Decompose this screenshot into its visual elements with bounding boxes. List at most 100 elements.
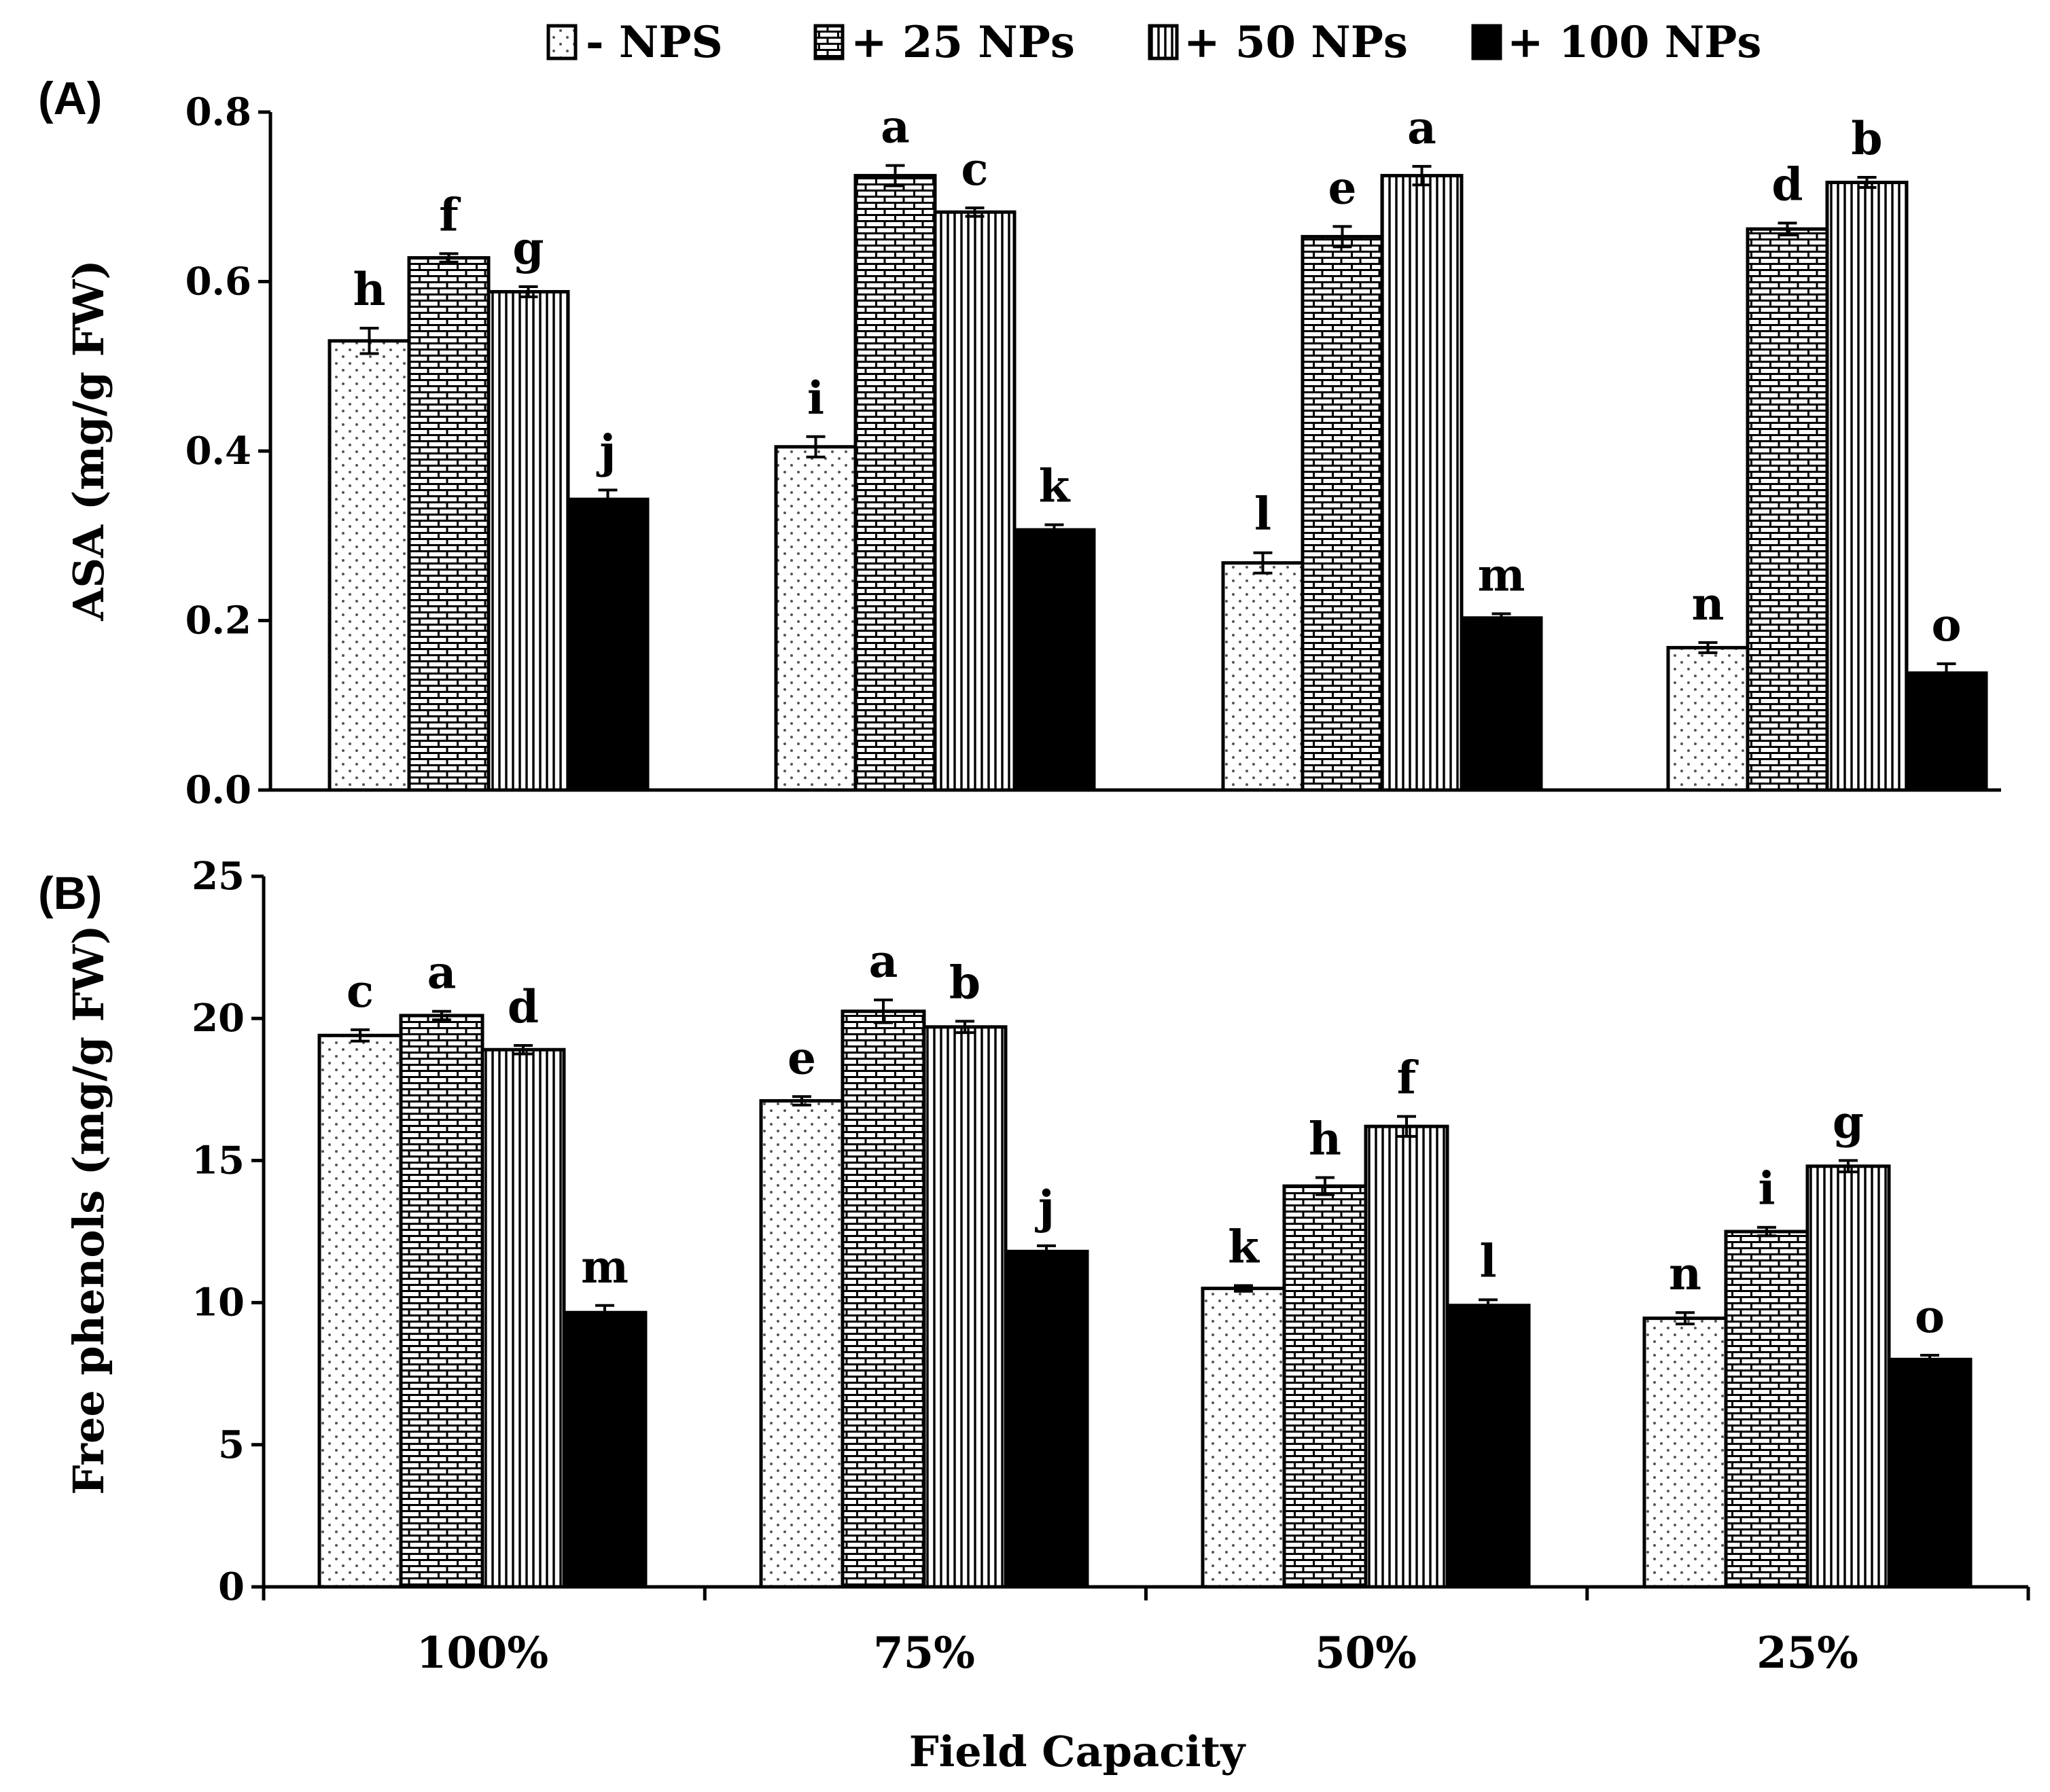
panel-b-y-axis-title: Free phenols (mg/g FW) [64, 925, 113, 1494]
significance-letter: f [1397, 1052, 1419, 1105]
significance-letter: a [881, 101, 910, 154]
bar-50-nps-50pct [1380, 174, 1464, 792]
significance-letter: j [1035, 1181, 1055, 1234]
significance-letter: a [869, 935, 898, 988]
significance-letter: m [581, 1240, 629, 1293]
bar-100-nps-25pct [1887, 1357, 1973, 1589]
bar-100-nps-100pct [562, 1310, 648, 1589]
significance-letter: c [961, 143, 988, 196]
bar-50-nps-25pct [1825, 181, 1909, 792]
bar-25-nps-50pct [1301, 234, 1384, 792]
significance-letter: k [1039, 460, 1071, 513]
significance-letter: c [347, 965, 374, 1018]
y-tick-label: 10 [192, 1280, 245, 1325]
bar-100-nps-75pct [1012, 528, 1096, 792]
panel-a-y-axis-title: ASA (mg/g FW) [64, 259, 113, 621]
y-tick-label: 20 [192, 996, 245, 1041]
significance-letter: h [1309, 1113, 1341, 1166]
significance-letter: g [1833, 1095, 1864, 1148]
bar-25-nps-75pct [841, 1009, 926, 1589]
legend-item-100-nps: + 100 NPs [1471, 17, 1761, 68]
significance-letter: a [1407, 101, 1436, 154]
significance-letter: j [597, 425, 616, 478]
bar-no-nps-100pct [317, 1033, 403, 1589]
bar-no-nps-50pct [1201, 1287, 1286, 1589]
significance-letter: k [1228, 1220, 1260, 1273]
legend-item-no-nps: - NPS [546, 17, 723, 68]
panel-b-label: (B) [38, 867, 102, 919]
legend-item-25-nps: + 25 NPs [813, 17, 1075, 68]
significance-letter: e [788, 1031, 816, 1084]
y-tick-label: 25 [192, 854, 245, 899]
legend-label-50-nps: + 50 NPs [1184, 17, 1408, 68]
bar-50-nps-100pct [487, 289, 570, 792]
significance-letter: o [1931, 598, 1961, 651]
significance-letter: d [1771, 158, 1803, 211]
y-tick-label: 0.2 [185, 598, 251, 643]
bar-no-nps-25pct [1642, 1316, 1728, 1589]
significance-letter: h [353, 263, 386, 316]
x-category-label: 25% [1756, 1628, 1858, 1679]
bar-no-nps-75pct [774, 445, 858, 792]
bar-100-nps-50pct [1445, 1304, 1531, 1589]
significance-letter: g [512, 221, 544, 274]
bar-100-nps-100pct [566, 497, 650, 792]
y-tick-label: 15 [192, 1138, 245, 1183]
bar-100-nps-25pct [1905, 671, 1988, 792]
bar-50-nps-75pct [922, 1025, 1008, 1589]
legend-item-50-nps: + 50 NPs [1148, 17, 1408, 68]
legend: - NPS + 25 NPs + 50 NPs + 100 NPs [546, 17, 1761, 68]
panel-a-label: (A) [38, 73, 102, 124]
legend-label-no-nps: - NPS [586, 17, 723, 68]
significance-letter: b [949, 956, 980, 1009]
legend-swatch-50-nps [1148, 24, 1179, 60]
y-tick-label: 5 [218, 1422, 245, 1467]
significance-letter: d [508, 980, 539, 1033]
significance-letter: l [1479, 1234, 1496, 1287]
x-category-label: 75% [873, 1628, 975, 1679]
y-tick-label: 0.6 [185, 259, 251, 304]
y-tick-label: 0 [218, 1564, 245, 1609]
x-category-label: 100% [417, 1628, 548, 1679]
significance-letter: n [1692, 577, 1725, 630]
y-tick-label: 0.0 [185, 768, 251, 812]
bar-no-nps-100pct [328, 339, 411, 792]
legend-swatch-25-nps [813, 24, 845, 60]
significance-letter: l [1254, 488, 1271, 541]
panel-a: (A) ASA (mg/g FW) 0.00.20.40.60.8hfgjiac… [38, 73, 2001, 812]
bar-25-nps-25pct [1724, 1230, 1809, 1589]
bar-100-nps-75pct [1004, 1249, 1089, 1589]
significance-letter: m [1478, 549, 1525, 602]
y-tick-label: 0.4 [185, 429, 251, 473]
bar-50-nps-100pct [480, 1047, 566, 1589]
significance-letter: i [1758, 1162, 1775, 1215]
legend-label-25-nps: + 25 NPs [851, 17, 1075, 68]
bar-25-nps-100pct [407, 256, 491, 792]
legend-swatch-100-nps [1471, 24, 1502, 60]
bar-no-nps-50pct [1221, 561, 1305, 792]
significance-letter: i [807, 372, 824, 425]
legend-swatch-no-nps [546, 24, 578, 60]
bar-100-nps-50pct [1460, 616, 1543, 792]
bar-25-nps-100pct [399, 1014, 484, 1589]
bar-50-nps-50pct [1364, 1124, 1449, 1589]
significance-letter: a [427, 946, 457, 999]
bar-50-nps-25pct [1805, 1164, 1891, 1589]
x-category-label: 50% [1315, 1628, 1417, 1679]
significance-letter: n [1669, 1247, 1701, 1300]
legend-label-100-nps: + 100 NPs [1507, 17, 1761, 68]
significance-letter: b [1851, 112, 1882, 165]
significance-letter: f [439, 188, 461, 241]
bar-50-nps-75pct [933, 210, 1017, 792]
bar-25-nps-75pct [853, 174, 937, 792]
significance-letter: e [1328, 161, 1357, 214]
x-axis-title: Field Capacity [909, 1727, 1246, 1776]
significance-letter: o [1915, 1290, 1945, 1343]
bar-25-nps-25pct [1746, 227, 1829, 792]
bar-no-nps-75pct [759, 1099, 845, 1589]
bar-no-nps-25pct [1666, 645, 1750, 792]
bar-25-nps-50pct [1282, 1184, 1368, 1589]
y-tick-label: 0.8 [185, 90, 251, 135]
